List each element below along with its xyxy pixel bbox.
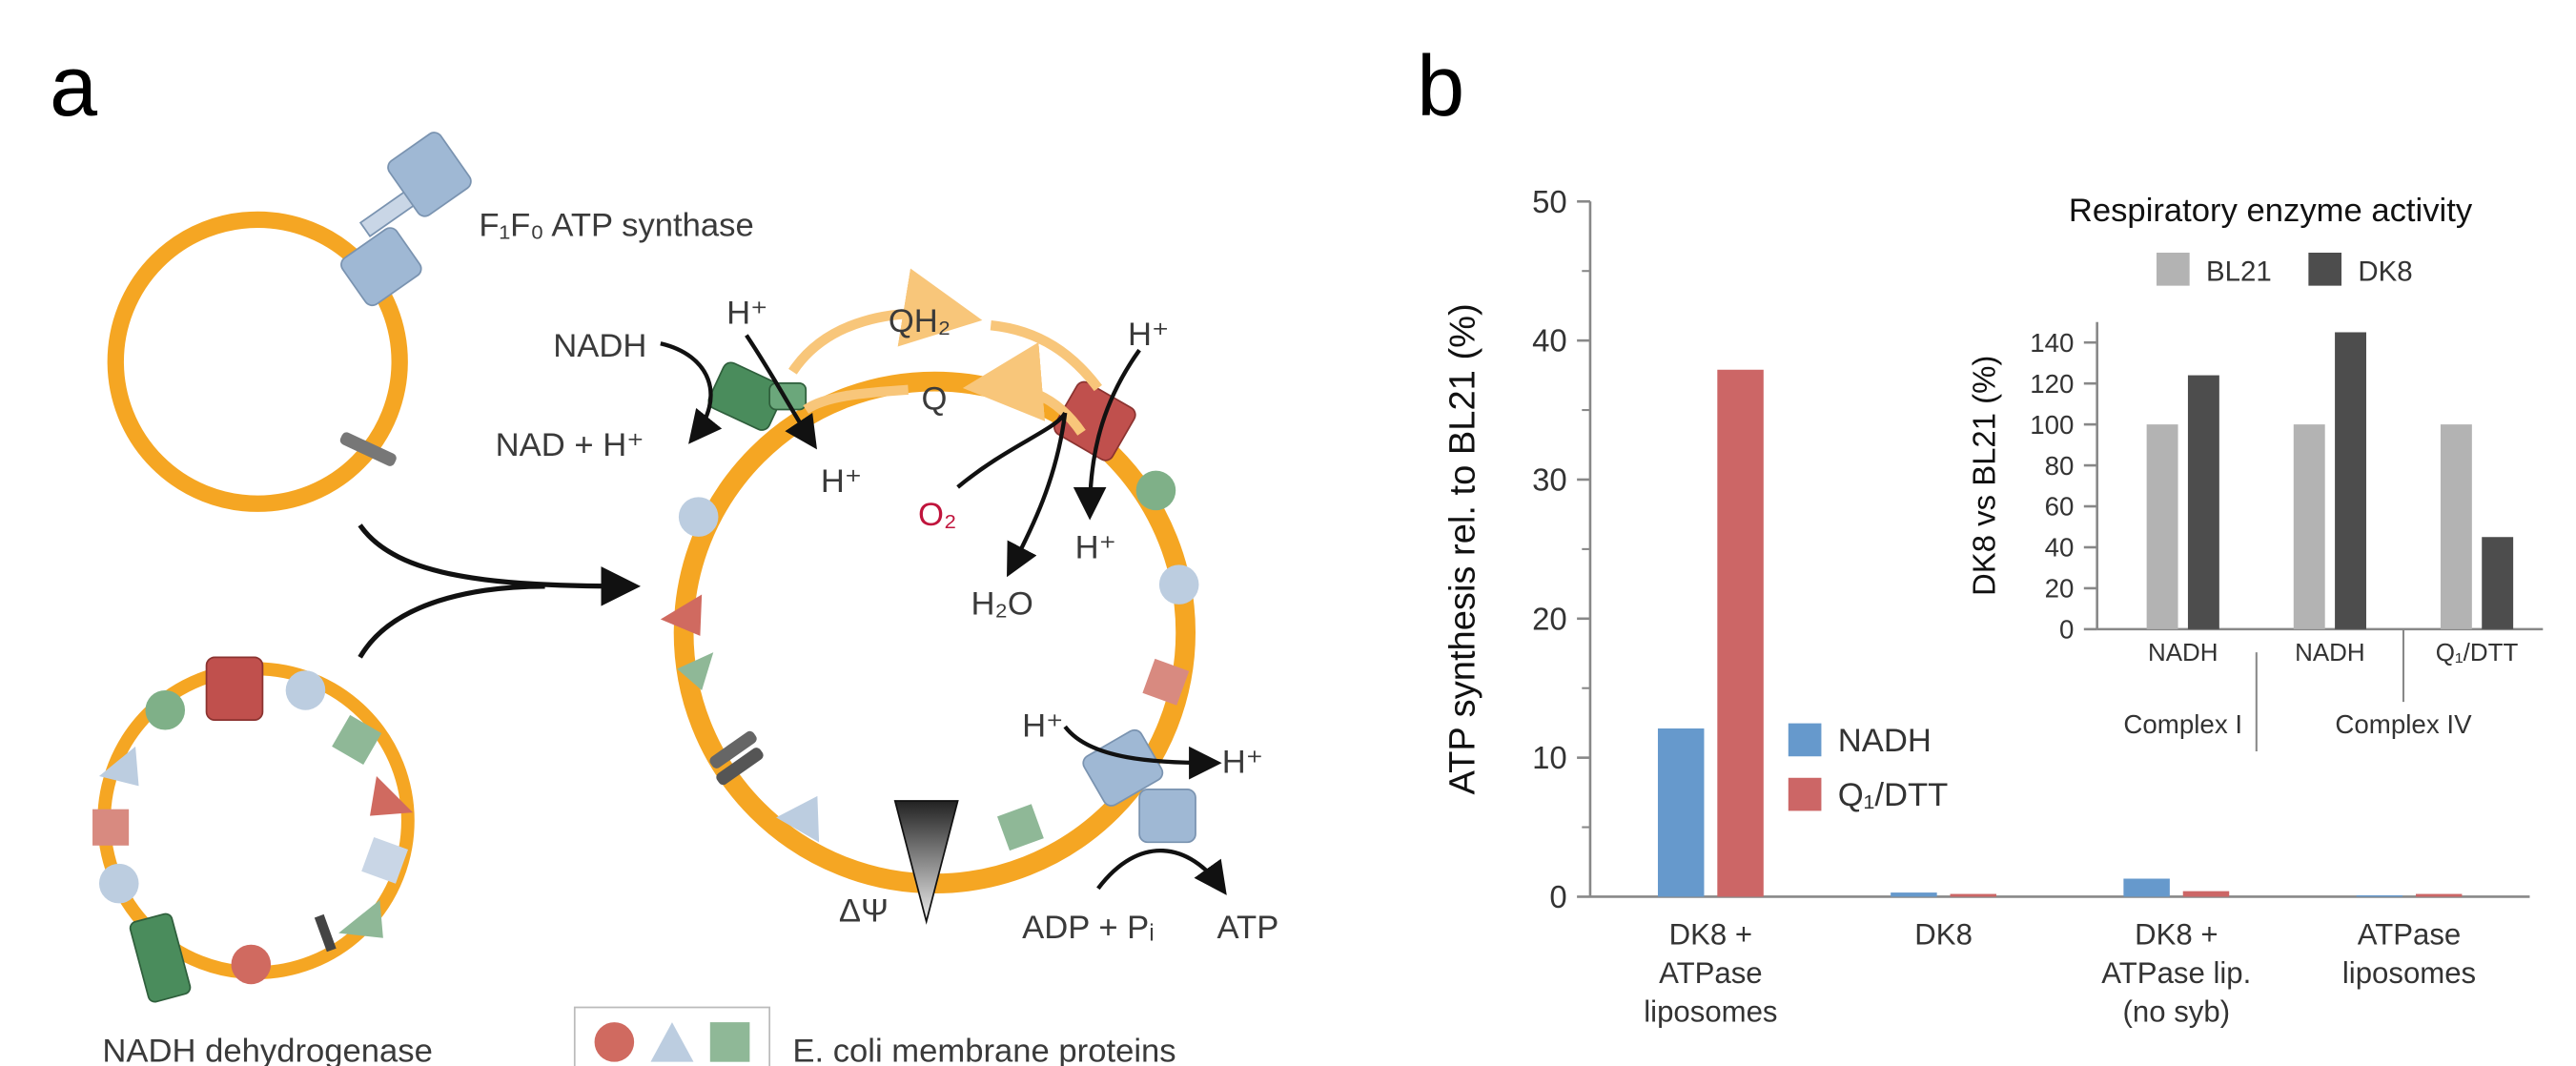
y-tick-label: 0 — [2059, 615, 2074, 645]
y-tick-label: 0 — [1549, 879, 1566, 914]
y-tick-label: 60 — [2045, 492, 2075, 522]
bar — [1891, 892, 1937, 897]
y-tick-label: 10 — [1532, 740, 1567, 775]
diagram-label: H₂O — [971, 585, 1032, 622]
diagram-label: QH₂ — [889, 303, 951, 339]
y-tick-label: 20 — [1532, 601, 1567, 636]
legend-swatch — [1788, 723, 1822, 757]
y-tick-label: 50 — [1532, 184, 1567, 219]
diagram-label: E. coli membrane proteins — [792, 1034, 1176, 1066]
y-tick-label: 120 — [2030, 369, 2074, 399]
diagram-label: NADH — [553, 328, 646, 364]
x-tick-label: NADH — [2295, 638, 2365, 666]
diagram-label: H⁺ — [726, 295, 767, 331]
y-tick-label: 100 — [2030, 410, 2074, 440]
chart-title: Respiratory enzyme activity — [2069, 193, 2473, 229]
diagram-label: ATP — [1217, 910, 1279, 946]
bar — [2415, 893, 2463, 897]
y-axis-label: ATP synthesis rel. to BL21 (%) — [1443, 303, 1483, 794]
bar — [1950, 893, 1997, 897]
bar — [2146, 424, 2178, 629]
bar — [1657, 728, 1705, 897]
bar — [2482, 537, 2514, 629]
diagram-labels: F₁F₀ ATP synthase NADH NAD + H⁺ H⁺ H⁺ QH… — [102, 208, 1278, 1066]
y-tick-label: 20 — [2045, 574, 2075, 604]
bar — [2187, 375, 2219, 629]
diagram-label: ADP + Pᵢ — [1022, 910, 1155, 946]
diagram-label: NAD + H⁺ — [496, 427, 644, 463]
legend-label: NADH — [1838, 723, 1932, 759]
y-tick-label: 30 — [1532, 461, 1567, 497]
diagram-label: H⁺ — [1075, 529, 1116, 565]
y-tick-label: 80 — [2045, 451, 2075, 481]
x-tick-label: NADH — [2148, 638, 2218, 666]
bar — [2335, 332, 2366, 629]
bar — [1717, 369, 1764, 897]
panel-label: a — [50, 38, 98, 134]
x-tick-label: DK8 + ATPase lip. (no syb) — [2101, 918, 2251, 1029]
bar — [2440, 424, 2472, 629]
diagram-label: F₁F₀ ATP synthase — [479, 208, 753, 244]
group-label: Complex IV — [2335, 709, 2472, 739]
diagram-label: H⁺ — [1222, 745, 1263, 781]
bar — [2123, 878, 2170, 897]
legend-label: Q₁/DTT — [1838, 777, 1949, 813]
bar — [2293, 424, 2325, 629]
group-label: Complex I — [2123, 709, 2242, 739]
x-tick-label: Q₁/DTT — [2436, 638, 2519, 666]
diagram-label: O₂ — [918, 497, 956, 533]
legend-swatch — [2308, 252, 2342, 286]
x-tick-label: DK8 + ATPase liposomes — [1644, 918, 1777, 1029]
y-tick-label: 140 — [2030, 328, 2074, 358]
bar — [2182, 891, 2230, 897]
y-tick-label: 40 — [2045, 533, 2075, 563]
legend-swatch — [1788, 777, 1822, 811]
diagram-label: H⁺ — [821, 463, 862, 500]
legend-swatch — [2157, 252, 2190, 286]
panel-label: b — [1417, 38, 1464, 134]
diagram-label: Q — [921, 381, 947, 418]
diagram-label: NADH dehydrogenase — [102, 1034, 432, 1066]
diagram — [92, 132, 1227, 1066]
legend-label: DK8 — [2358, 256, 2412, 287]
legend-label: BL21 — [2206, 256, 2272, 287]
y-tick-label: 40 — [1532, 323, 1567, 359]
x-tick-label: ATPase liposomes — [2342, 918, 2476, 991]
diagram-label: H⁺ — [1128, 317, 1169, 353]
y-axis-label: DK8 vs BL21 (%) — [1966, 356, 2001, 596]
bar — [2356, 895, 2403, 897]
x-tick-label: DK8 — [1914, 918, 1973, 952]
diagram-label: H⁺ — [1022, 707, 1063, 744]
diagram-label: ΔΨ — [839, 892, 889, 929]
